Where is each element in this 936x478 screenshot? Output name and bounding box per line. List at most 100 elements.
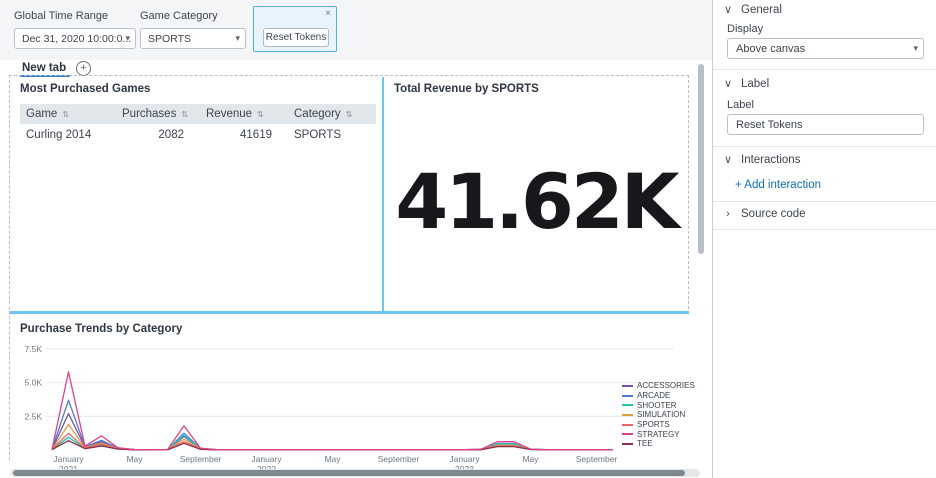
reset-tokens-button[interactable]: Reset Tokens — [263, 28, 329, 47]
divider — [713, 229, 936, 230]
column-header-purchases[interactable]: Purchases ⇅ — [116, 104, 200, 124]
caret-down-icon: ▾ — [235, 33, 240, 44]
vertical-scrollbar-thumb[interactable] — [698, 64, 704, 254]
legend-item[interactable]: TEE — [622, 439, 695, 449]
label-field-label: Label — [727, 99, 754, 111]
y-axis-tick-label: 2.5K — [25, 411, 43, 421]
section-label-title: Label — [741, 78, 769, 90]
game-category-label: Game Category — [140, 10, 246, 22]
table-row[interactable]: Curling 2014208241619SPORTS — [20, 124, 376, 145]
trend-line-sports — [52, 433, 613, 450]
legend-label: ARCADE — [637, 391, 670, 400]
column-header-label: Purchases — [122, 108, 176, 120]
section-source-code[interactable]: › Source code — [723, 208, 806, 220]
column-header-category[interactable]: Category ⇅ — [288, 104, 376, 124]
total-revenue-value: 41.62K — [383, 90, 689, 312]
column-header-game[interactable]: Game ⇅ — [20, 104, 116, 124]
legend-label: STRATEGY — [637, 430, 680, 439]
reset-tokens-widget-selected[interactable]: × Reset Tokens — [253, 6, 337, 52]
chevron-right-icon: › — [723, 208, 733, 220]
plus-icon: + — [80, 63, 86, 74]
global-time-range-dropdown[interactable]: Dec 31, 2020 10:00:0... ▾ — [14, 28, 136, 49]
y-axis-tick-label: 7.5K — [25, 344, 43, 354]
divider — [713, 201, 936, 202]
x-axis-tick-label: September — [378, 454, 420, 464]
caret-down-icon: ▾ — [125, 33, 130, 44]
sort-icon[interactable]: ⇅ — [346, 110, 353, 119]
display-dropdown[interactable]: Above canvas ▾ — [727, 38, 924, 59]
game-category-dropdown[interactable]: SPORTS ▾ — [140, 28, 246, 49]
divider — [713, 146, 936, 147]
chevron-down-icon: ∨ — [723, 77, 733, 90]
legend-item[interactable]: SIMULATION — [622, 410, 695, 420]
legend-item[interactable]: SPORTS — [622, 420, 695, 430]
section-label[interactable]: ∨ Label — [723, 77, 769, 90]
section-source-code-title: Source code — [741, 208, 806, 220]
x-axis-tick-label: September — [576, 454, 618, 464]
column-header-label: Category — [294, 108, 341, 120]
global-time-range-label: Global Time Range — [14, 10, 136, 22]
legend-item[interactable]: ARCADE — [622, 391, 695, 401]
chevron-down-icon: ∨ — [723, 153, 733, 166]
table-cell: Curling 2014 — [20, 129, 116, 141]
section-general-title: General — [741, 4, 782, 16]
layout-guide-vertical — [382, 77, 384, 311]
horizontal-scrollbar[interactable] — [10, 469, 700, 477]
x-axis-tick-label: September — [180, 454, 222, 464]
trend-line-arcade — [52, 400, 613, 450]
table-cell: 2082 — [116, 129, 200, 141]
trends-panel-title: Purchase Trends by Category — [20, 323, 182, 335]
close-icon[interactable]: × — [325, 8, 331, 19]
trend-line-accessories — [52, 414, 613, 450]
table-header-row: Game ⇅ Purchases ⇅ Revenue ⇅ Category ⇅ — [20, 104, 376, 124]
section-general[interactable]: ∨ General — [723, 3, 782, 16]
legend-swatch — [622, 443, 633, 445]
trend-line-strategy — [52, 372, 613, 450]
horizontal-scrollbar-thumb[interactable] — [13, 470, 685, 476]
trend-line-simulation — [52, 424, 613, 449]
global-time-range-field: Global Time Range Dec 31, 2020 10:00:0..… — [14, 10, 136, 49]
table-body: Curling 2014208241619SPORTS — [20, 124, 376, 145]
chart-legend: ACCESSORIESARCADESHOOTERSIMULATIONSPORTS… — [622, 381, 695, 449]
sort-icon[interactable]: ⇅ — [257, 110, 264, 119]
table-cell: SPORTS — [288, 129, 376, 141]
trends-panel: Purchase Trends by Category 2.5K5.0K7.5K… — [10, 315, 689, 467]
most-purchased-games-table: Game ⇅ Purchases ⇅ Revenue ⇅ Category ⇅ Curling… — [20, 104, 376, 145]
x-axis-tick-label: January — [449, 454, 480, 464]
trends-chart: 2.5K5.0K7.5KJanuary2021MaySeptemberJanua… — [10, 335, 689, 475]
legend-swatch — [622, 404, 633, 406]
add-tab-button[interactable]: + — [76, 61, 91, 76]
column-header-label: Game — [26, 108, 57, 120]
legend-label: TEE — [637, 439, 653, 448]
x-axis-tick-label: January — [251, 454, 282, 464]
legend-label: SIMULATION — [637, 410, 685, 419]
dashboard-editor: Global Time Range Dec 31, 2020 10:00:0..… — [0, 0, 936, 478]
legend-swatch — [622, 414, 633, 416]
add-interaction-link[interactable]: + Add interaction — [735, 179, 821, 191]
legend-item[interactable]: SHOOTER — [622, 400, 695, 410]
sort-icon[interactable]: ⇅ — [62, 110, 69, 119]
legend-swatch — [622, 385, 633, 387]
tab-new-tab[interactable]: New tab — [22, 62, 66, 74]
sort-icon[interactable]: ⇅ — [181, 110, 188, 119]
legend-label: SPORTS — [637, 420, 670, 429]
legend-swatch — [622, 424, 633, 426]
column-header-revenue[interactable]: Revenue ⇅ — [200, 104, 288, 124]
legend-swatch — [622, 433, 633, 435]
legend-item[interactable]: ACCESSORIES — [622, 381, 695, 391]
x-axis-tick-label: May — [126, 454, 143, 464]
legend-label: SHOOTER — [637, 401, 677, 410]
x-axis-tick-label: May — [522, 454, 539, 464]
dashboard-canvas: Most Purchased Games Game⇅Purchases⇅Reve… — [0, 77, 712, 478]
label-input[interactable] — [727, 114, 924, 135]
legend-swatch — [622, 395, 633, 397]
section-interactions-title: Interactions — [741, 154, 800, 166]
divider — [713, 69, 936, 70]
tab-bar: New tab + — [0, 60, 712, 77]
column-header-label: Revenue — [206, 108, 252, 120]
global-inputs-bar: Global Time Range Dec 31, 2020 10:00:0..… — [0, 0, 712, 60]
table-panel-title: Most Purchased Games — [20, 83, 150, 95]
display-dropdown-value: Above canvas — [736, 43, 805, 55]
legend-item[interactable]: STRATEGY — [622, 429, 695, 439]
section-interactions[interactable]: ∨ Interactions — [723, 153, 800, 166]
